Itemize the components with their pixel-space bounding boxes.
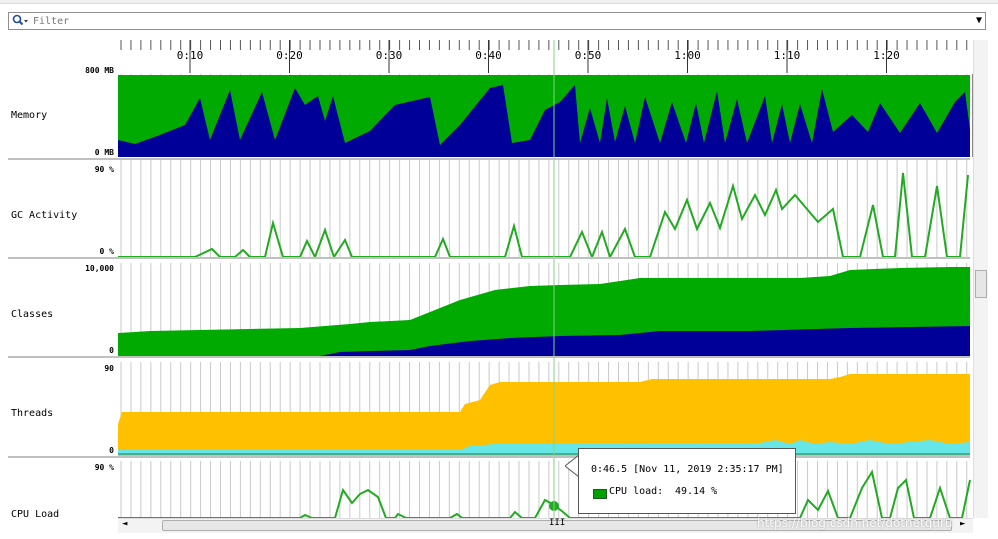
row-label-memory: Memory: [11, 110, 48, 121]
tooltip-series-value: 49.14 %: [675, 486, 718, 497]
filter-bar[interactable]: ▼: [8, 12, 986, 30]
row-label-threads: Threads: [11, 408, 54, 419]
ruler-tick-label: 1:10: [774, 49, 801, 62]
row-max-gc: 90 %: [94, 165, 114, 174]
row-min-threads: 0: [109, 446, 114, 455]
row-label-classes: Classes: [11, 309, 54, 320]
memory-used-area: [118, 85, 970, 157]
filter-input[interactable]: [33, 14, 933, 28]
row-max-threads: 90: [104, 364, 114, 373]
chevron-down-icon[interactable]: ▼: [975, 15, 982, 26]
row-label-cpu-load: CPU Load: [11, 509, 60, 520]
magnifier-icon[interactable]: [12, 14, 30, 30]
row-min-memory: 0 MB: [94, 148, 114, 157]
ruler-tick-label: 0:40: [475, 49, 502, 62]
horizontal-scrollbar-thumb[interactable]: [162, 520, 952, 531]
ruler-tick-label: 0:30: [376, 49, 403, 62]
row-separator: [8, 356, 970, 358]
tooltip-title: 0:46.5 [Nov 11, 2019 2:35:17 PM]: [591, 464, 784, 475]
scroll-left-arrow-icon[interactable]: ◄: [122, 519, 128, 529]
scrollbar-grip: III: [549, 518, 566, 528]
row-min-gc: 0 %: [99, 247, 114, 256]
watermark: https://blog.csdn.net/dotnetguru: [757, 516, 953, 530]
row-plot-bg: [118, 461, 970, 518]
classes-unloaded-area: [118, 326, 970, 356]
tooltip-series-label: CPU load:: [609, 486, 664, 497]
row-min-classes: 0: [109, 346, 114, 355]
ruler-tick-label: 0:10: [177, 49, 204, 62]
tooltip-pointer: [565, 455, 580, 477]
row-separator: [8, 158, 970, 160]
scroll-right-arrow-icon[interactable]: ►: [960, 519, 966, 529]
ruler-tick-label: 0:50: [575, 49, 602, 62]
window-top-edge: [0, 0, 998, 4]
ruler-tick-label: 0:20: [276, 49, 303, 62]
row-separator: [8, 456, 970, 458]
row-plot-bg: [118, 160, 970, 257]
cpu-load-swatch: [593, 489, 607, 499]
hover-tooltip: 0:46.5 [Nov 11, 2019 2:35:17 PM] CPU loa…: [578, 448, 796, 514]
cpu-load-line: [118, 469, 971, 519]
row-label-gc-activity: GC Activity: [11, 210, 78, 221]
row-max-memory: 800 MB: [85, 66, 114, 75]
row-max-cpu: 90 %: [94, 463, 114, 472]
ruler-tick-label: 1:00: [674, 49, 701, 62]
row-max-classes: 10,000: [85, 264, 114, 273]
row-separator: [8, 257, 970, 259]
ruler-tick-label: 1:20: [873, 49, 900, 62]
vertical-scrollbar-thumb[interactable]: [975, 270, 987, 298]
threads-live-area: [118, 374, 970, 456]
